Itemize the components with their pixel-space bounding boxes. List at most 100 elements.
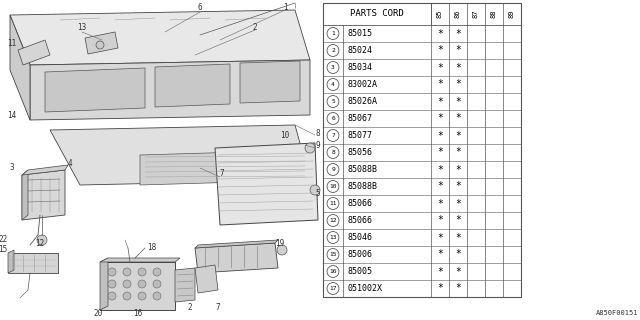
- Circle shape: [123, 292, 131, 300]
- Polygon shape: [22, 170, 28, 220]
- Polygon shape: [8, 253, 58, 273]
- Circle shape: [305, 143, 315, 153]
- Text: 85: 85: [437, 10, 443, 18]
- Polygon shape: [140, 150, 310, 185]
- Circle shape: [327, 249, 339, 260]
- Text: 1: 1: [331, 31, 335, 36]
- Text: 89: 89: [509, 10, 515, 18]
- Circle shape: [327, 78, 339, 91]
- Circle shape: [138, 292, 146, 300]
- Text: *: *: [437, 181, 443, 191]
- Circle shape: [138, 280, 146, 288]
- Polygon shape: [10, 15, 30, 120]
- Text: *: *: [437, 284, 443, 293]
- Text: 6: 6: [198, 4, 202, 12]
- Polygon shape: [100, 262, 175, 310]
- Text: 7: 7: [220, 170, 224, 179]
- Polygon shape: [30, 60, 310, 120]
- Text: 2: 2: [188, 303, 192, 313]
- Polygon shape: [45, 68, 145, 112]
- Circle shape: [96, 41, 104, 49]
- Circle shape: [153, 292, 161, 300]
- Text: A850F00151: A850F00151: [595, 310, 638, 316]
- Polygon shape: [155, 64, 230, 107]
- Circle shape: [327, 197, 339, 210]
- Text: 85006: 85006: [347, 250, 372, 259]
- Text: 85015: 85015: [347, 29, 372, 38]
- Polygon shape: [22, 165, 68, 175]
- Text: *: *: [437, 114, 443, 124]
- Text: *: *: [455, 62, 461, 73]
- Polygon shape: [18, 40, 50, 65]
- Text: 15: 15: [0, 245, 8, 254]
- Text: *: *: [455, 97, 461, 107]
- Circle shape: [327, 147, 339, 158]
- Text: 11: 11: [329, 201, 337, 206]
- Text: 87: 87: [473, 10, 479, 18]
- Text: *: *: [455, 233, 461, 243]
- Text: 85066: 85066: [347, 199, 372, 208]
- Circle shape: [153, 268, 161, 276]
- Text: 85026A: 85026A: [347, 97, 377, 106]
- Text: 11: 11: [8, 38, 17, 47]
- Text: 85088B: 85088B: [347, 182, 377, 191]
- Circle shape: [327, 283, 339, 294]
- Circle shape: [327, 164, 339, 175]
- Circle shape: [327, 96, 339, 108]
- Text: 83002A: 83002A: [347, 80, 377, 89]
- Text: 19: 19: [275, 238, 285, 247]
- Text: *: *: [437, 28, 443, 38]
- Text: *: *: [455, 28, 461, 38]
- Circle shape: [327, 44, 339, 56]
- Text: 6: 6: [331, 116, 335, 121]
- Text: 85077: 85077: [347, 131, 372, 140]
- Text: 7: 7: [331, 133, 335, 138]
- Text: 85034: 85034: [347, 63, 372, 72]
- Text: *: *: [437, 267, 443, 276]
- Text: 85024: 85024: [347, 46, 372, 55]
- Circle shape: [277, 245, 287, 255]
- Text: 8: 8: [331, 150, 335, 155]
- Polygon shape: [85, 32, 118, 54]
- Text: 85066: 85066: [347, 216, 372, 225]
- Text: 8: 8: [316, 129, 320, 138]
- Polygon shape: [195, 240, 278, 248]
- Text: *: *: [455, 131, 461, 140]
- Text: 10: 10: [329, 184, 337, 189]
- Polygon shape: [50, 125, 310, 185]
- Circle shape: [327, 232, 339, 244]
- Polygon shape: [22, 170, 65, 220]
- Text: *: *: [437, 45, 443, 55]
- Text: 4: 4: [68, 158, 72, 167]
- Circle shape: [327, 28, 339, 39]
- Text: 12: 12: [35, 239, 45, 249]
- Text: *: *: [455, 215, 461, 226]
- Text: 9: 9: [331, 167, 335, 172]
- Polygon shape: [215, 143, 318, 225]
- Text: *: *: [455, 267, 461, 276]
- Text: 14: 14: [8, 110, 17, 119]
- Text: 85005: 85005: [347, 267, 372, 276]
- Text: 1: 1: [283, 3, 287, 12]
- Text: 2: 2: [331, 48, 335, 53]
- Text: 4: 4: [331, 82, 335, 87]
- Circle shape: [327, 266, 339, 277]
- Polygon shape: [195, 265, 218, 293]
- Text: 85056: 85056: [347, 148, 372, 157]
- Text: 7: 7: [216, 303, 220, 313]
- Text: *: *: [437, 164, 443, 174]
- Text: 051002X: 051002X: [347, 284, 382, 293]
- Text: *: *: [455, 250, 461, 260]
- Text: 22: 22: [0, 236, 8, 244]
- Text: *: *: [437, 233, 443, 243]
- Circle shape: [138, 268, 146, 276]
- Polygon shape: [10, 10, 310, 65]
- Circle shape: [153, 280, 161, 288]
- Text: 17: 17: [329, 286, 337, 291]
- Text: *: *: [437, 148, 443, 157]
- Text: *: *: [437, 97, 443, 107]
- Circle shape: [310, 185, 320, 195]
- Text: 85046: 85046: [347, 233, 372, 242]
- Text: *: *: [437, 62, 443, 73]
- Circle shape: [108, 268, 116, 276]
